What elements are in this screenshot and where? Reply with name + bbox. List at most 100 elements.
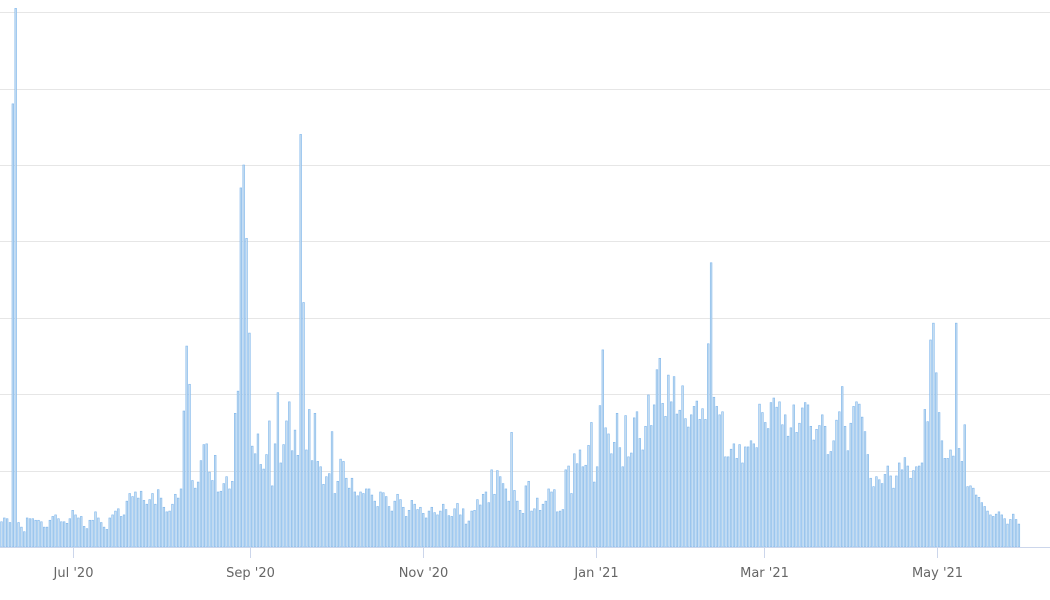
- bar[interactable]: [952, 455, 955, 548]
- bar[interactable]: [972, 487, 975, 548]
- bar[interactable]: [470, 510, 473, 548]
- bar[interactable]: [707, 343, 710, 548]
- bar[interactable]: [404, 516, 408, 548]
- bar[interactable]: [980, 502, 984, 548]
- bar[interactable]: [598, 405, 602, 548]
- bar[interactable]: [966, 486, 969, 548]
- bar[interactable]: [336, 480, 339, 548]
- bar[interactable]: [216, 491, 220, 548]
- bar[interactable]: [809, 425, 813, 548]
- bar[interactable]: [556, 511, 559, 548]
- bar[interactable]: [479, 504, 482, 548]
- bar[interactable]: [601, 349, 604, 548]
- bar[interactable]: [413, 503, 416, 548]
- bar[interactable]: [872, 486, 875, 548]
- bar[interactable]: [105, 529, 109, 548]
- bar[interactable]: [447, 515, 451, 548]
- bar[interactable]: [909, 477, 912, 548]
- bar[interactable]: [992, 516, 995, 548]
- bar[interactable]: [179, 488, 183, 548]
- bar[interactable]: [77, 517, 80, 548]
- bar[interactable]: [738, 444, 741, 548]
- bar[interactable]: [373, 500, 376, 548]
- bar[interactable]: [430, 506, 433, 548]
- bar[interactable]: [727, 456, 730, 548]
- bar[interactable]: [54, 514, 57, 548]
- bar[interactable]: [236, 390, 240, 548]
- bar[interactable]: [128, 493, 131, 548]
- bar[interactable]: [946, 458, 949, 548]
- bar[interactable]: [618, 447, 622, 548]
- bar[interactable]: [681, 385, 684, 548]
- bar[interactable]: [994, 513, 998, 548]
- bar[interactable]: [806, 404, 810, 548]
- bar[interactable]: [111, 514, 114, 548]
- bar[interactable]: [869, 477, 872, 548]
- bar[interactable]: [521, 513, 525, 548]
- bar[interactable]: [584, 464, 587, 548]
- bar[interactable]: [194, 487, 197, 548]
- bar[interactable]: [630, 452, 633, 548]
- bar[interactable]: [701, 408, 704, 548]
- bar[interactable]: [698, 419, 701, 548]
- bar[interactable]: [288, 401, 291, 548]
- bar[interactable]: [328, 473, 331, 548]
- bar[interactable]: [461, 508, 465, 548]
- bar[interactable]: [518, 510, 522, 548]
- bar[interactable]: [752, 443, 756, 548]
- bar[interactable]: [818, 425, 821, 548]
- bar[interactable]: [196, 481, 200, 548]
- bar[interactable]: [114, 510, 117, 548]
- bar[interactable]: [120, 516, 123, 548]
- bar[interactable]: [399, 499, 402, 548]
- bar[interactable]: [205, 443, 208, 548]
- bar[interactable]: [316, 461, 319, 548]
- bar[interactable]: [293, 429, 297, 548]
- bar[interactable]: [989, 514, 992, 548]
- bar[interactable]: [396, 493, 399, 548]
- bar[interactable]: [755, 447, 758, 548]
- bar[interactable]: [815, 429, 818, 548]
- bar[interactable]: [219, 490, 223, 548]
- bar[interactable]: [758, 403, 761, 548]
- bar[interactable]: [1003, 518, 1006, 548]
- bar[interactable]: [570, 493, 573, 548]
- bar[interactable]: [823, 425, 827, 548]
- bar[interactable]: [721, 411, 724, 548]
- bar[interactable]: [159, 497, 163, 548]
- bar[interactable]: [20, 526, 23, 548]
- bar[interactable]: [536, 497, 539, 548]
- bar[interactable]: [672, 376, 676, 548]
- bar[interactable]: [943, 458, 946, 548]
- bar[interactable]: [803, 402, 807, 548]
- bar[interactable]: [900, 469, 904, 548]
- bar[interactable]: [271, 485, 274, 548]
- bar[interactable]: [376, 506, 379, 548]
- bar[interactable]: [239, 187, 243, 548]
- bar[interactable]: [855, 401, 858, 548]
- bar[interactable]: [8, 522, 12, 548]
- bar[interactable]: [510, 432, 513, 548]
- bar[interactable]: [225, 476, 228, 548]
- bar[interactable]: [424, 517, 428, 548]
- bar[interactable]: [122, 514, 126, 548]
- bar[interactable]: [214, 455, 217, 548]
- bar[interactable]: [356, 495, 359, 548]
- bar[interactable]: [310, 460, 314, 548]
- bar[interactable]: [718, 414, 721, 548]
- bar[interactable]: [675, 413, 679, 548]
- bar[interactable]: [410, 500, 414, 548]
- bar[interactable]: [168, 510, 171, 548]
- bar[interactable]: [795, 432, 798, 548]
- bar[interactable]: [595, 466, 599, 548]
- bar[interactable]: [852, 406, 855, 548]
- bar[interactable]: [262, 468, 265, 548]
- bar[interactable]: [778, 401, 781, 548]
- bar[interactable]: [496, 470, 499, 548]
- bar[interactable]: [251, 445, 254, 548]
- bar[interactable]: [735, 458, 738, 548]
- bar[interactable]: [313, 412, 317, 548]
- bar[interactable]: [923, 409, 927, 548]
- bar[interactable]: [125, 500, 129, 548]
- bar[interactable]: [553, 489, 556, 548]
